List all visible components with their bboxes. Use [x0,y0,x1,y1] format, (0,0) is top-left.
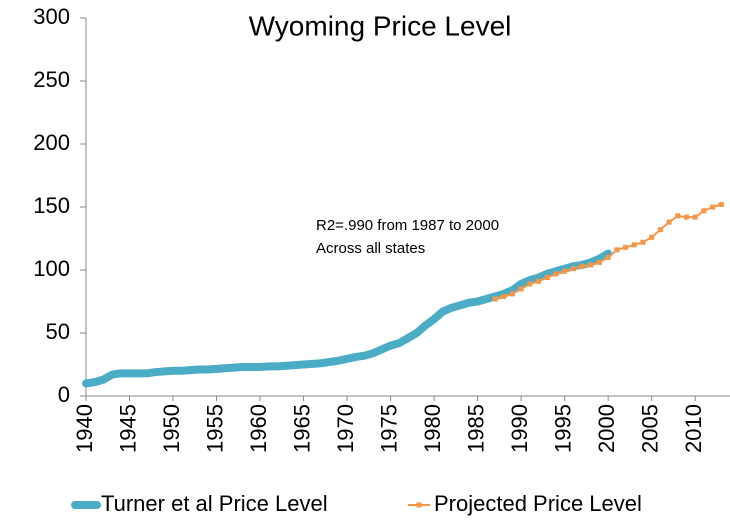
point [631,242,637,248]
point [553,271,559,277]
point [570,266,576,272]
point [544,275,550,281]
point [605,254,611,260]
point [692,214,698,220]
y-tick-label: 50 [46,319,70,344]
point [562,268,568,274]
y-tick-label: 0 [58,382,70,407]
x-tick-label: 2005 [637,404,662,453]
x-tick-label: 2000 [594,404,619,453]
chart-title: Wyoming Price Level [249,10,512,41]
x-tick-label: 1960 [246,404,271,453]
x-tick-label: 1950 [159,404,184,453]
x-tick-label: 1975 [376,404,401,453]
x-tick-label: 1955 [202,404,227,453]
y-tick-label: 100 [33,256,70,281]
point [588,262,594,268]
point [501,293,507,299]
point [666,219,672,225]
y-tick-label: 250 [33,67,70,92]
point [518,286,524,292]
point [623,244,629,250]
annotation: R2=.990 from 1987 to 2000 [316,217,499,234]
point [536,278,542,284]
y-tick-label: 150 [33,193,70,218]
point [640,239,646,245]
point [710,204,716,210]
point [527,281,533,287]
y-tick-label: 200 [33,130,70,155]
point [718,201,724,207]
x-tick-label: 1985 [463,404,488,453]
point [683,214,689,220]
x-tick-label: 2010 [681,404,706,453]
point [657,227,663,233]
x-tick-label: 1990 [507,404,532,453]
point [614,247,620,253]
point [492,296,498,302]
annotation: Across all states [316,240,425,257]
point [509,291,515,297]
point [579,263,585,269]
legend-label: Turner et al Price Level [101,491,328,516]
point [675,213,681,219]
y-tick-label: 300 [33,4,70,29]
x-tick-label: 1995 [550,404,575,453]
x-tick-label: 1980 [420,404,445,453]
x-tick-label: 1945 [115,404,140,453]
point [701,208,707,214]
x-tick-label: 1970 [333,404,358,453]
legend-swatch [416,502,422,508]
point [649,234,655,240]
x-tick-label: 1965 [289,404,314,453]
x-tick-label: 1940 [72,404,97,453]
point [596,259,602,265]
legend-label: Projected Price Level [434,491,642,516]
series-line [82,249,613,388]
